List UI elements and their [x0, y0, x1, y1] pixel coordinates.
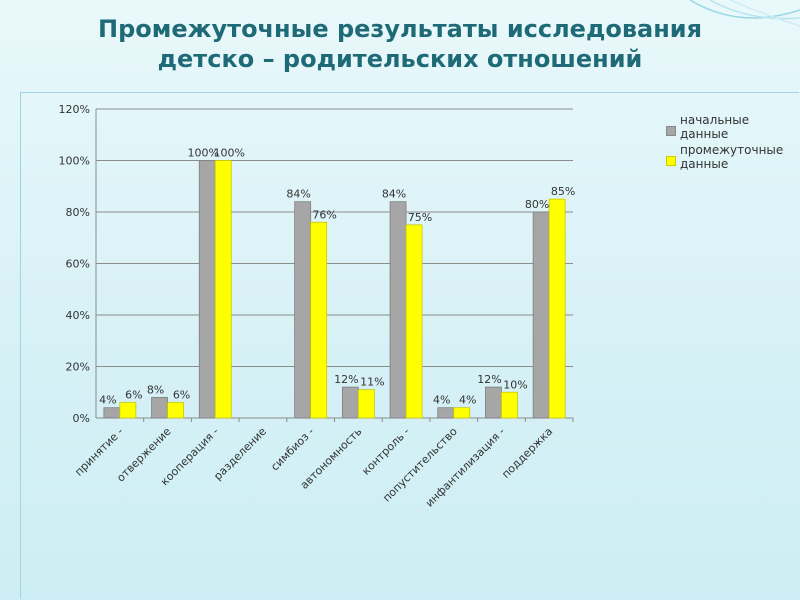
title-line-2: детско – родительских отношений	[157, 45, 643, 73]
bar-intermediate	[167, 402, 184, 419]
slide-title: Промежуточные результаты исследования де…	[0, 14, 800, 74]
bar-intermediate	[453, 407, 471, 419]
data-label-initial: 4%	[433, 394, 450, 407]
bar-initial	[198, 160, 216, 419]
y-tick-label: 20%	[66, 361, 90, 374]
bar-initial	[103, 407, 121, 419]
bar-initial	[294, 201, 312, 419]
data-label-intermediate: 75%	[408, 211, 432, 224]
slide-frame	[20, 92, 799, 599]
category-label: инфантилизация -	[423, 425, 508, 510]
data-label-initial: 100%	[188, 147, 219, 160]
bar-initial	[532, 211, 550, 419]
legend-swatch-intermediate	[666, 156, 676, 166]
data-label-initial: 84%	[286, 188, 310, 201]
category-label: поддержка	[499, 425, 555, 481]
data-label-intermediate: 6%	[125, 389, 142, 402]
y-tick-label: 120%	[59, 103, 90, 116]
data-label-initial: 12%	[477, 373, 501, 386]
y-tick-label: 80%	[66, 206, 90, 219]
legend-swatch-initial	[666, 126, 676, 136]
chart-legend: начальные данные промежуточные данные	[666, 113, 784, 173]
data-label-initial: 8%	[147, 383, 164, 396]
legend-label-initial: начальные данные	[680, 113, 750, 141]
data-label-intermediate: 6%	[173, 389, 190, 402]
data-label-initial: 80%	[525, 198, 549, 211]
legend-item-initial: начальные данные	[666, 113, 782, 141]
category-label: контроль -	[359, 425, 412, 478]
bar-initial	[389, 201, 407, 419]
data-label-initial: 12%	[334, 373, 358, 386]
legend-item-intermediate: промежуточные данные	[666, 143, 784, 171]
bar-intermediate	[214, 160, 232, 419]
data-label-intermediate: 76%	[312, 208, 336, 221]
data-label-initial: 84%	[382, 188, 406, 201]
category-label: симбиоз -	[268, 425, 316, 473]
bar-initial	[151, 396, 168, 419]
bar-intermediate	[310, 221, 328, 419]
data-label-intermediate: 4%	[459, 394, 476, 407]
bar-initial	[485, 386, 502, 419]
bar-intermediate	[548, 198, 566, 419]
data-label-intermediate: 10%	[503, 378, 527, 391]
bar-intermediate	[119, 402, 137, 419]
y-tick-label: 0%	[73, 412, 90, 425]
data-label-intermediate: 100%	[214, 147, 245, 160]
y-tick-label: 100%	[59, 155, 90, 168]
bar-initial	[341, 386, 359, 419]
title-line-1: Промежуточные результаты исследования	[97, 15, 703, 43]
legend-label-intermediate: промежуточные данные	[680, 143, 784, 171]
bar-intermediate	[501, 391, 518, 419]
data-label-intermediate: 11%	[360, 376, 384, 389]
data-label-intermediate: 85%	[551, 185, 575, 198]
data-label-initial: 4%	[99, 394, 116, 407]
bar-initial	[437, 407, 455, 419]
y-tick-label: 60%	[66, 258, 90, 271]
bar-intermediate	[405, 224, 423, 419]
y-tick-label: 40%	[66, 309, 90, 322]
bar-intermediate	[357, 389, 375, 419]
